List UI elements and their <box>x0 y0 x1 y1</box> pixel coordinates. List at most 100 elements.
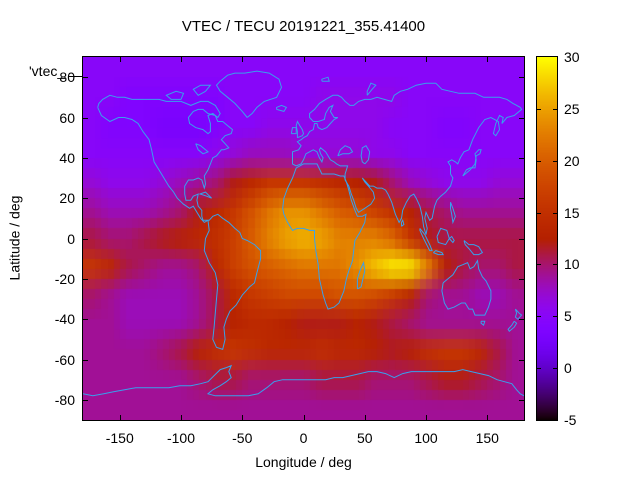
x-tick-mark <box>304 57 305 62</box>
x-tick-mark <box>426 57 427 62</box>
coastline-caspian-sea <box>360 145 371 165</box>
y-tick-mark <box>83 77 88 78</box>
colorbar-tick-mark <box>553 368 557 369</box>
coastline-great-lakes <box>195 143 209 155</box>
x-tick-mark <box>365 57 366 62</box>
x-tick-label: -100 <box>166 430 196 446</box>
key-label: 'vtec_ <box>29 63 66 79</box>
x-tick-mark <box>181 57 182 62</box>
coastline-greenland <box>215 70 283 118</box>
x-tick-mark <box>487 415 488 420</box>
y-tick-label: 80 <box>59 69 75 86</box>
x-tick-label: -150 <box>105 430 134 446</box>
coastline-borneo <box>436 227 450 246</box>
colorbar-tick-label: 30 <box>564 49 580 65</box>
coastline-overlay <box>83 70 524 397</box>
coastline-philippines <box>450 202 456 225</box>
colorbar-tick-mark <box>537 109 541 110</box>
colorbar-tick-mark <box>537 264 541 265</box>
y-tick-label: -20 <box>54 270 75 287</box>
y-tick-label: 20 <box>59 190 75 207</box>
coastline-antarctica <box>83 364 524 397</box>
y-tick-mark <box>519 198 524 199</box>
colorbar-tick-mark <box>553 316 557 317</box>
colorbar-tick-mark <box>553 109 557 110</box>
x-tick-mark <box>426 415 427 420</box>
y-tick-label: 60 <box>59 109 75 126</box>
coastline-sumatra <box>419 228 433 252</box>
x-axis-label: Longitude / deg <box>255 454 352 470</box>
coastline-australia <box>441 259 492 316</box>
coastline-great-britain <box>295 120 305 139</box>
coastline-iceland <box>276 104 288 112</box>
y-tick-mark <box>83 239 88 240</box>
y-tick-mark <box>83 279 88 280</box>
coastline-novaya-zemlya <box>366 82 377 96</box>
y-tick-mark <box>519 400 524 401</box>
y-tick-mark <box>519 319 524 320</box>
x-tick-label: 50 <box>356 430 373 446</box>
coastline-victoria-island <box>165 90 185 100</box>
coastline-sri-lanka <box>401 219 405 227</box>
x-tick-mark <box>120 415 121 420</box>
coastline-americas <box>97 94 262 351</box>
x-tick-mark <box>181 415 182 420</box>
colorbar <box>536 56 558 421</box>
colorbar-tick-mark <box>553 213 557 214</box>
colorbar-tick-label: 0 <box>564 360 572 376</box>
colorbar-tick-mark <box>553 264 557 265</box>
x-tick-label: -50 <box>232 430 253 446</box>
colorbar-tick-mark <box>537 368 541 369</box>
x-tick-label: 150 <box>475 430 499 446</box>
y-tick-mark <box>519 77 524 78</box>
y-tick-label: -60 <box>54 351 75 368</box>
x-tick-label: 0 <box>299 430 308 446</box>
coastline-new-zealand-north <box>514 308 523 320</box>
colorbar-tick-label: 15 <box>564 205 580 221</box>
y-tick-label: 0 <box>67 230 75 247</box>
chart-title: VTEC / TECU 20191221_355.41400 <box>181 18 426 35</box>
coastline-new-zealand-south <box>507 320 518 333</box>
colorbar-tick-mark <box>537 161 541 162</box>
y-tick-mark <box>519 239 524 240</box>
colorbar-canvas <box>537 57 557 420</box>
y-tick-label: -80 <box>54 391 75 408</box>
x-tick-mark <box>242 57 243 62</box>
colorbar-tick-label: 10 <box>564 256 580 272</box>
colorbar-tick-mark <box>537 213 541 214</box>
colorbar-tick-label: 25 <box>564 101 580 117</box>
coastline-tasmania <box>480 320 486 327</box>
y-tick-mark <box>83 198 88 199</box>
coastline-svalbard <box>321 76 330 82</box>
coastline-ireland <box>290 127 297 135</box>
y-tick-label: -40 <box>54 311 75 328</box>
coastline-sulawesi <box>448 235 455 244</box>
coastline-japan <box>462 149 482 177</box>
y-tick-mark <box>83 400 88 401</box>
y-tick-mark <box>83 360 88 361</box>
x-tick-mark <box>487 57 488 62</box>
x-tick-mark <box>242 415 243 420</box>
coastline-madagascar <box>356 260 366 290</box>
coastline-cuba <box>199 191 212 199</box>
colorbar-tick-mark <box>537 316 541 317</box>
colorbar-tick-mark <box>553 161 557 162</box>
y-tick-mark <box>519 158 524 159</box>
colorbar-tick-label: 5 <box>564 308 572 324</box>
coastline-black-sea <box>337 145 354 157</box>
coastline-eurasia <box>292 82 523 235</box>
y-tick-mark <box>519 118 524 119</box>
x-tick-mark <box>120 57 121 62</box>
plot-area <box>82 56 525 421</box>
y-tick-mark <box>83 158 88 159</box>
y-tick-mark <box>519 279 524 280</box>
y-tick-mark <box>83 118 88 119</box>
x-tick-label: 100 <box>414 430 438 446</box>
coastline-baffin-island <box>192 84 212 96</box>
key-sample-line <box>68 76 82 77</box>
y-tick-mark <box>83 319 88 320</box>
colorbar-tick-label: 20 <box>564 153 580 169</box>
coastline-africa <box>282 163 367 310</box>
heatmap-canvas <box>83 57 524 420</box>
y-tick-label: 40 <box>59 149 75 166</box>
